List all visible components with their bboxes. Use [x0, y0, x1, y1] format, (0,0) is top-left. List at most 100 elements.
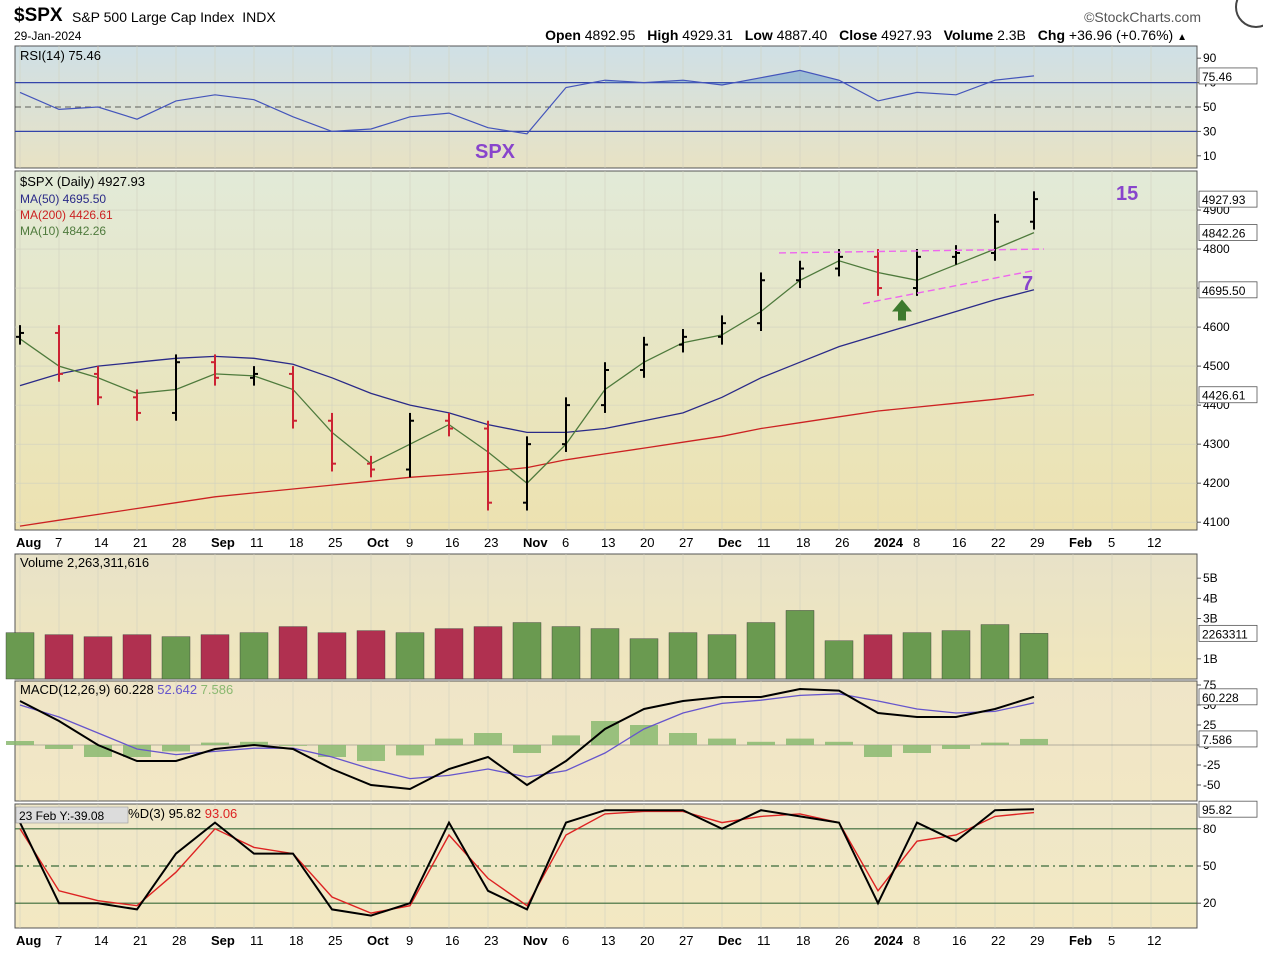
- rsi-legend: RSI(14) 75.46: [20, 48, 101, 63]
- macd-histogram-bar: [552, 735, 580, 745]
- macd-histogram-bar: [162, 745, 190, 752]
- chart-date: 29-Jan-2024: [14, 29, 82, 43]
- volume-bar: [824, 640, 854, 680]
- volume-bar: [44, 634, 74, 680]
- brand-watermark[interactable]: ©StockCharts.com: [1084, 9, 1201, 25]
- rsi-tick-label: 10: [1203, 149, 1217, 163]
- volume-tick-label: 4B: [1203, 591, 1218, 605]
- macd-histogram-bar: [123, 745, 151, 757]
- x-tick-label-bottom: 25: [328, 933, 342, 948]
- index-name: S&P 500 Large Cap Index INDX: [72, 9, 276, 25]
- macd-histogram-bar: [903, 745, 931, 753]
- macd-histogram-bar: [864, 745, 892, 757]
- x-tick-label-bottom: Feb: [1069, 933, 1092, 948]
- x-tick-label-bottom: 18: [796, 933, 810, 948]
- volume-bar: [941, 630, 971, 680]
- x-tick-label: 6: [562, 535, 569, 550]
- x-tick-label-bottom: 21: [133, 933, 147, 948]
- volume-bar: [590, 628, 620, 680]
- price-legend: $SPX (Daily) 4927.93: [20, 174, 145, 189]
- volume-bar: [746, 622, 776, 680]
- ma10-line-badge: 4842.26: [1202, 227, 1246, 241]
- macd-legend-part: 52.642: [154, 682, 197, 697]
- value-badge: [1198, 800, 1258, 818]
- value-badge: [1198, 224, 1258, 241]
- x-tick-label: Oct: [367, 535, 389, 550]
- volume-bar: [785, 610, 815, 680]
- x-tick-label: Aug: [16, 535, 41, 550]
- annotation-15: 15: [1116, 183, 1138, 205]
- x-tick-label-bottom: 5: [1108, 933, 1115, 948]
- x-tick-label: 16: [445, 535, 459, 550]
- x-tick-label-bottom: 29: [1030, 933, 1044, 948]
- stoch-legend-part: %D(3): [128, 806, 165, 821]
- x-tick-label: 12: [1147, 535, 1161, 550]
- volume-bar: [668, 632, 698, 680]
- volume-bar: [122, 634, 152, 680]
- price-tick-label: 4800: [1203, 242, 1230, 256]
- macd-histogram-bar: [474, 733, 502, 745]
- chg-value: +36.96 (+0.76%): [1068, 27, 1174, 43]
- x-tick-label-bottom: 2024: [874, 933, 904, 948]
- volume-bar: [278, 626, 308, 680]
- stoch-k-line: [19, 808, 1035, 917]
- price-tick-label: 4100: [1203, 515, 1230, 529]
- ma50-legend: MA(50) 4695.50: [20, 192, 106, 206]
- x-tick-label-bottom: 16: [445, 933, 459, 948]
- macd-legend-part: MACD(12,26,9): [20, 682, 110, 697]
- macd-histogram-bar: [747, 741, 775, 745]
- macd-histogram-bar: [708, 738, 736, 745]
- x-tick-label: 18: [796, 535, 810, 550]
- macd-histogram-bar: [201, 742, 229, 745]
- x-tick-label-bottom: Nov: [523, 933, 548, 948]
- macd-signal-line: [19, 693, 1035, 780]
- x-tick-label-bottom: 11: [250, 933, 264, 948]
- volume-bar: [161, 636, 191, 680]
- x-tick-label: Nov: [523, 535, 548, 550]
- macd-histogram-bar: [825, 741, 853, 745]
- chg-arrow-icon: ▲: [1177, 32, 1187, 43]
- rsi-tick-label: 90: [1203, 51, 1217, 65]
- macd-histogram-bar: [942, 745, 970, 749]
- ohlc-summary: Open 4892.95 High 4929.31 Low 4887.40 Cl…: [537, 27, 1187, 43]
- macd-histogram-bar: [357, 745, 385, 761]
- x-tick-label-bottom: Aug: [16, 933, 41, 948]
- x-tick-label-bottom: Dec: [718, 933, 742, 948]
- exchange-code: INDX: [242, 9, 276, 25]
- macd-legend-part: 60.228: [110, 682, 153, 697]
- value-badge: [1198, 730, 1258, 748]
- x-tick-label-bottom: 22: [991, 933, 1005, 948]
- x-tick-label: 16: [952, 535, 966, 550]
- x-tick-label: 2024: [874, 535, 904, 550]
- x-tick-label-bottom: 16: [952, 933, 966, 948]
- price-panel-background: [14, 170, 1198, 531]
- x-tick-label: 14: [94, 535, 108, 550]
- volume-bar: [200, 634, 230, 680]
- volume-label: Volume: [943, 27, 994, 43]
- x-tick-label: 5: [1108, 535, 1115, 550]
- volume-bar: [707, 634, 737, 680]
- volume-bar: [239, 632, 269, 680]
- x-tick-label: 25: [328, 535, 342, 550]
- price-tick-label: 4300: [1203, 437, 1230, 451]
- stoch-d-line: [19, 810, 1035, 914]
- macd-line: [19, 687, 1035, 791]
- volume-bar: [395, 632, 425, 680]
- price-tick-label: 4200: [1203, 476, 1230, 490]
- stoch-legend-part: 95.82: [165, 806, 201, 821]
- volume-bar: [473, 626, 503, 680]
- x-tick-label: 27: [679, 535, 693, 550]
- volume-current-badge: 2263311: [1202, 627, 1248, 641]
- stoch-tick-label: 20: [1203, 896, 1217, 910]
- volume-tick-label: 3B: [1203, 612, 1218, 626]
- macd-tick-label: -50: [1203, 778, 1221, 792]
- value-badge: [1198, 624, 1258, 642]
- macd-legend: MACD(12,26,9) 60.228 52.642 7.586: [20, 682, 233, 697]
- volume-value: 2.3B: [997, 27, 1026, 43]
- macd-current-badge: 60.228: [1202, 691, 1239, 705]
- volume-bar: [863, 634, 893, 680]
- high-value: 4929.31: [682, 27, 733, 43]
- rsi-tick-label: 30: [1203, 124, 1217, 138]
- sto-panel-background: [14, 803, 1198, 929]
- macd-histogram-bar: [6, 741, 34, 745]
